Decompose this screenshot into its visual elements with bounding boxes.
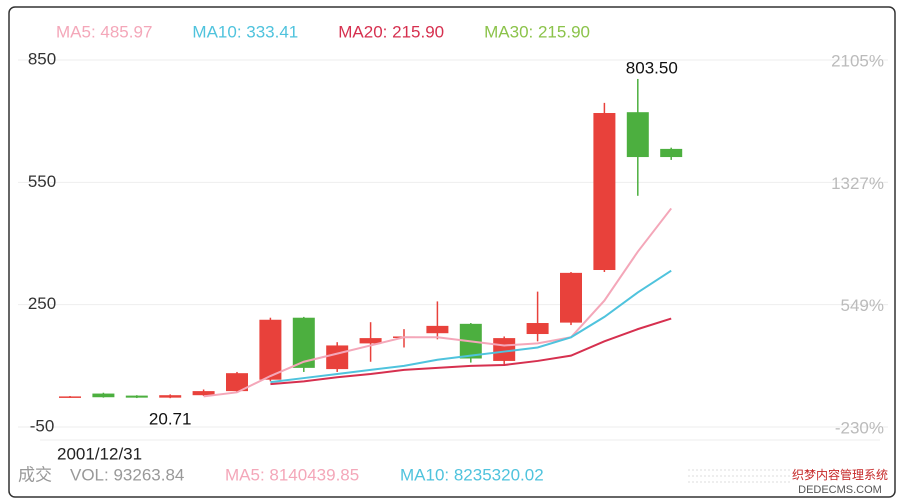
candle-body bbox=[593, 113, 616, 271]
candle-body bbox=[226, 373, 248, 392]
candle-body bbox=[259, 319, 282, 380]
y2-tick-label: 2105% bbox=[831, 51, 884, 70]
candle-body bbox=[159, 395, 182, 398]
legend-entry: MA10: 333.41 bbox=[192, 22, 298, 41]
ma-line bbox=[270, 317, 672, 386]
volume-value: VOL: 93263.84 bbox=[70, 465, 184, 484]
annotation: 20.71 bbox=[149, 410, 192, 429]
y2-tick-label: 1327% bbox=[831, 174, 884, 193]
x-tick-label: 2001/12/31 bbox=[57, 444, 142, 463]
watermark: 织梦内容管理系统 bbox=[792, 467, 888, 482]
legend-entry: MA5: 485.97 bbox=[56, 22, 152, 41]
candle-body bbox=[59, 396, 81, 398]
y-tick-label: 550 bbox=[28, 172, 56, 191]
y-tick-label: 250 bbox=[28, 294, 56, 313]
candle-body bbox=[660, 148, 683, 158]
y2-tick-label: 549% bbox=[841, 296, 884, 315]
candle-body bbox=[493, 338, 516, 361]
legend-entry: MA30: 215.90 bbox=[484, 22, 590, 41]
candle-body bbox=[92, 393, 115, 398]
volume-label: 成交 bbox=[18, 465, 52, 484]
ma-line bbox=[203, 207, 672, 398]
candle-body bbox=[326, 345, 349, 370]
candle-body bbox=[359, 338, 382, 344]
y-tick-label: 850 bbox=[28, 49, 56, 68]
candle-body bbox=[426, 325, 449, 334]
candle-body bbox=[626, 112, 649, 158]
legend-entry: MA20: 215.90 bbox=[338, 22, 444, 41]
volume-ma10: MA10: 8235320.02 bbox=[400, 465, 544, 484]
annotation: 803.50 bbox=[626, 58, 678, 77]
candle-body bbox=[526, 323, 549, 335]
watermark: DEDECMS.COM bbox=[798, 484, 882, 496]
candle-body bbox=[292, 317, 315, 368]
candle-body bbox=[192, 391, 215, 396]
candle-body bbox=[125, 395, 148, 398]
volume-ma5: MA5: 8140439.85 bbox=[225, 465, 359, 484]
ma-line bbox=[270, 269, 672, 384]
y-tick-label: -50 bbox=[30, 416, 55, 435]
y2-tick-label: -230% bbox=[835, 418, 884, 437]
frame bbox=[8, 6, 896, 498]
candle-body bbox=[560, 272, 582, 323]
